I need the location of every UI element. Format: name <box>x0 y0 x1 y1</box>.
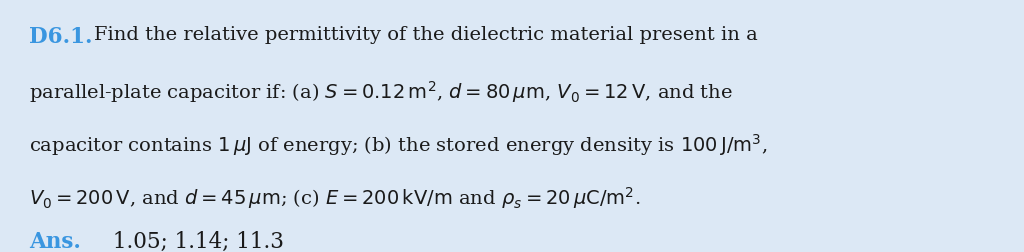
Text: D6.1.: D6.1. <box>29 26 92 48</box>
Text: capacitor contains $1\,\mu\mathrm{J}$ of energy; (b) the stored energy density i: capacitor contains $1\,\mu\mathrm{J}$ of… <box>29 132 767 158</box>
Text: 1.05; 1.14; 11.3: 1.05; 1.14; 11.3 <box>106 231 285 252</box>
Text: parallel-plate capacitor if: (a) $S = 0.12\,\mathrm{m}^2$, $d = 80\,\mu\mathrm{m: parallel-plate capacitor if: (a) $S = 0.… <box>29 79 732 105</box>
Text: Ans.: Ans. <box>29 231 81 252</box>
Text: Find the relative permittivity of the dielectric material present in a: Find the relative permittivity of the di… <box>94 26 758 44</box>
Text: $V_0 = 200\,\mathrm{V}$, and $d = 45\,\mu\mathrm{m}$; (c) $E = 200\,\mathrm{kV/m: $V_0 = 200\,\mathrm{V}$, and $d = 45\,\m… <box>29 185 640 211</box>
